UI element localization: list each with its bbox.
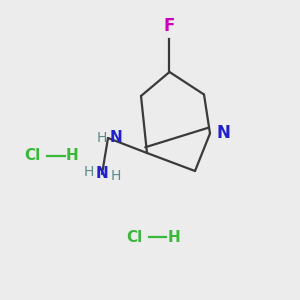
Text: H: H <box>66 148 79 164</box>
Text: H: H <box>83 166 94 179</box>
Text: Cl: Cl <box>24 148 40 164</box>
Text: N: N <box>96 167 108 182</box>
Text: N: N <box>217 124 230 142</box>
Text: H: H <box>110 169 121 182</box>
Text: H: H <box>96 131 106 145</box>
Text: F: F <box>164 17 175 35</box>
Text: H: H <box>168 230 181 244</box>
Text: N: N <box>110 130 122 146</box>
Text: Cl: Cl <box>126 230 142 244</box>
